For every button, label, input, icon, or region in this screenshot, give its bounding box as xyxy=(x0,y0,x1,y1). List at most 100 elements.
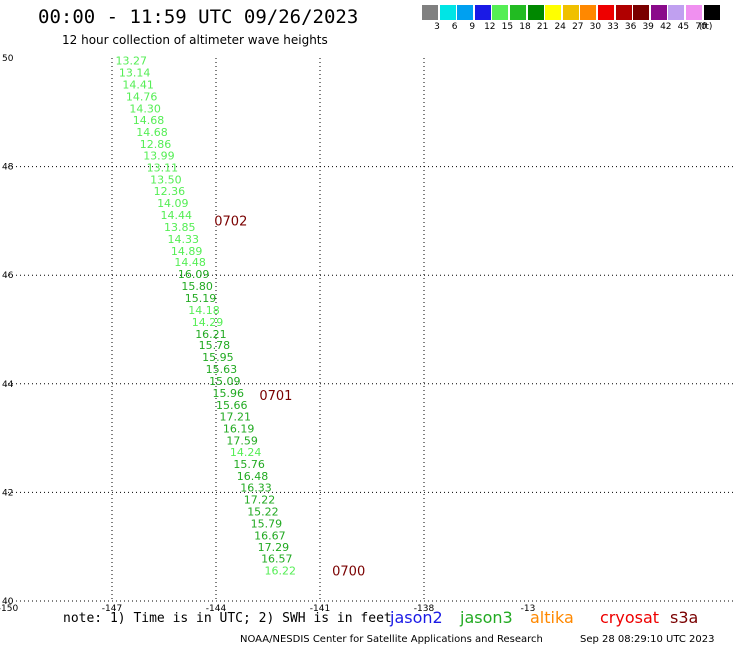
legend-label: 21 xyxy=(536,22,549,32)
map-grid xyxy=(8,58,736,602)
legend-label: 9 xyxy=(469,22,476,32)
wave-height-label: 14.09 xyxy=(157,197,189,210)
wave-height-label: 17.21 xyxy=(219,410,251,423)
legend-swatch xyxy=(650,5,667,20)
wave-height-label: 14.48 xyxy=(174,256,206,269)
wave-height-label: 14.76 xyxy=(126,91,158,104)
wave-height-label: 15.95 xyxy=(202,351,234,364)
lat-tick-label: 48 xyxy=(2,163,14,173)
lon-tick-label: -150 xyxy=(0,604,18,614)
legend-swatch xyxy=(580,5,597,20)
wave-height-label: 16.67 xyxy=(254,529,286,542)
legend-label: 3 xyxy=(434,22,440,32)
wave-height-label: 12.86 xyxy=(140,138,172,151)
legend-label: 45 xyxy=(677,22,690,32)
legend-swatch xyxy=(562,5,579,20)
satellite-name: jason3 xyxy=(460,608,513,627)
wave-height-label: 14.18 xyxy=(188,304,220,317)
wave-height-label: 14.68 xyxy=(136,126,168,139)
lon-tick-label: -147 xyxy=(102,604,122,614)
time-mark-label: 0701 xyxy=(259,389,292,404)
footer-note: note: 1) Time is in UTC; 2) SWH is in fe… xyxy=(63,611,392,626)
wave-height-label: 14.24 xyxy=(230,446,262,459)
wave-height-label: 14.41 xyxy=(122,79,153,92)
legend-label: 70 xyxy=(695,22,707,32)
legend-label: 24 xyxy=(554,22,566,32)
legend-swatch xyxy=(615,5,632,20)
wave-height-label: 13.11 xyxy=(147,162,179,175)
wave-height-label: 15.78 xyxy=(199,339,231,352)
lat-tick-label: 42 xyxy=(2,488,13,498)
lon-tick-label: -144 xyxy=(206,604,227,614)
wave-height-label: 16.19 xyxy=(223,422,255,435)
observations: 13.2713.1414.4114.7614.3014.6814.6812.86… xyxy=(115,55,296,578)
wave-height-label: 14.29 xyxy=(192,316,224,329)
legend-label: 36 xyxy=(624,22,637,32)
wave-height-label: 15.96 xyxy=(213,387,245,400)
legend-label: 15 xyxy=(501,22,514,32)
lat-tick-label: 44 xyxy=(2,380,14,390)
wave-height-label: 15.79 xyxy=(251,517,283,530)
credit-text: NOAA/NESDIS Center for Satellite Applica… xyxy=(240,634,543,645)
legend-label: 18 xyxy=(519,22,531,32)
satellite-name: s3a xyxy=(670,608,699,627)
wave-height-label: 13.99 xyxy=(143,150,175,163)
legend-label: 30 xyxy=(589,22,602,32)
legend-label: 39 xyxy=(642,22,654,32)
wave-height-label: 15.66 xyxy=(216,399,248,412)
legend-label: 27 xyxy=(572,22,584,32)
satellite-name: cryosat xyxy=(600,608,660,627)
time-mark-label: 0700 xyxy=(332,565,365,580)
lat-tick-label: 46 xyxy=(2,271,14,281)
wave-height-label: 15.80 xyxy=(181,280,213,293)
wave-height-label: 14.89 xyxy=(171,245,203,258)
legend-swatch xyxy=(422,5,438,20)
page-subtitle: 12 hour collection of altimeter wave hei… xyxy=(62,33,328,47)
lon-tick-label: -13 xyxy=(521,604,536,614)
wave-height-label: 12.36 xyxy=(154,185,186,198)
legend-swatch xyxy=(703,5,720,20)
wave-height-label: 16.22 xyxy=(265,565,297,578)
legend-swatch xyxy=(686,5,702,20)
legend-label: 6 xyxy=(451,22,458,32)
legend-swatch xyxy=(492,5,509,20)
lon-tick-label: -138 xyxy=(414,604,435,614)
wave-height-label: 13.27 xyxy=(115,55,147,68)
satellite-name: jason2 xyxy=(390,608,443,627)
wave-height-label: 16.48 xyxy=(237,470,268,483)
legend-swatch xyxy=(474,5,491,20)
wave-height-label: 16.21 xyxy=(195,328,227,341)
wave-height-label: 15.09 xyxy=(209,375,241,388)
wave-height-label: 13.50 xyxy=(150,174,182,187)
page-title: 00:00 - 11:59 UTC 09/26/2023 xyxy=(38,6,359,28)
satellite-name: altika xyxy=(530,608,574,627)
legend-swatch xyxy=(527,5,544,20)
wave-height-label: 17.22 xyxy=(244,493,276,506)
legend-label: 33 xyxy=(607,22,619,32)
time-marks: 0702 0701 0700 xyxy=(214,214,365,579)
axis-ticks: -150 -147 -144 -141 -138 -13 50 48 46 44 42 40 xyxy=(0,54,535,614)
lon-tick-label: -141 xyxy=(310,604,330,614)
wave-height-label: 15.76 xyxy=(233,458,264,471)
lat-tick-label: 40 xyxy=(2,597,14,607)
legend-swatch xyxy=(598,5,614,20)
legend-swatch xyxy=(439,5,456,20)
legend-swatch xyxy=(633,5,650,20)
legend-label: 12 xyxy=(484,22,496,32)
generated-timestamp: Sep 28 08:29:10 UTC 2023 xyxy=(580,634,715,645)
wave-height-label: 15.19 xyxy=(185,292,217,305)
legend-unit: (ft) xyxy=(698,22,713,32)
wave-height-label: 14.68 xyxy=(133,114,165,127)
wave-height-label: 17.29 xyxy=(258,541,290,554)
wave-height-label: 13.85 xyxy=(164,221,196,234)
wave-height-label: 16.33 xyxy=(240,482,272,495)
legend-swatch xyxy=(457,5,474,20)
wave-height-label: 14.44 xyxy=(161,209,193,222)
wave-height-label: 17.59 xyxy=(226,434,258,447)
legend-swatch xyxy=(545,5,562,20)
wave-height-label: 15.22 xyxy=(247,505,279,518)
legend-swatch xyxy=(510,5,526,20)
wave-height-label: 16.57 xyxy=(261,553,293,566)
wave-height-label: 14.33 xyxy=(167,233,199,246)
